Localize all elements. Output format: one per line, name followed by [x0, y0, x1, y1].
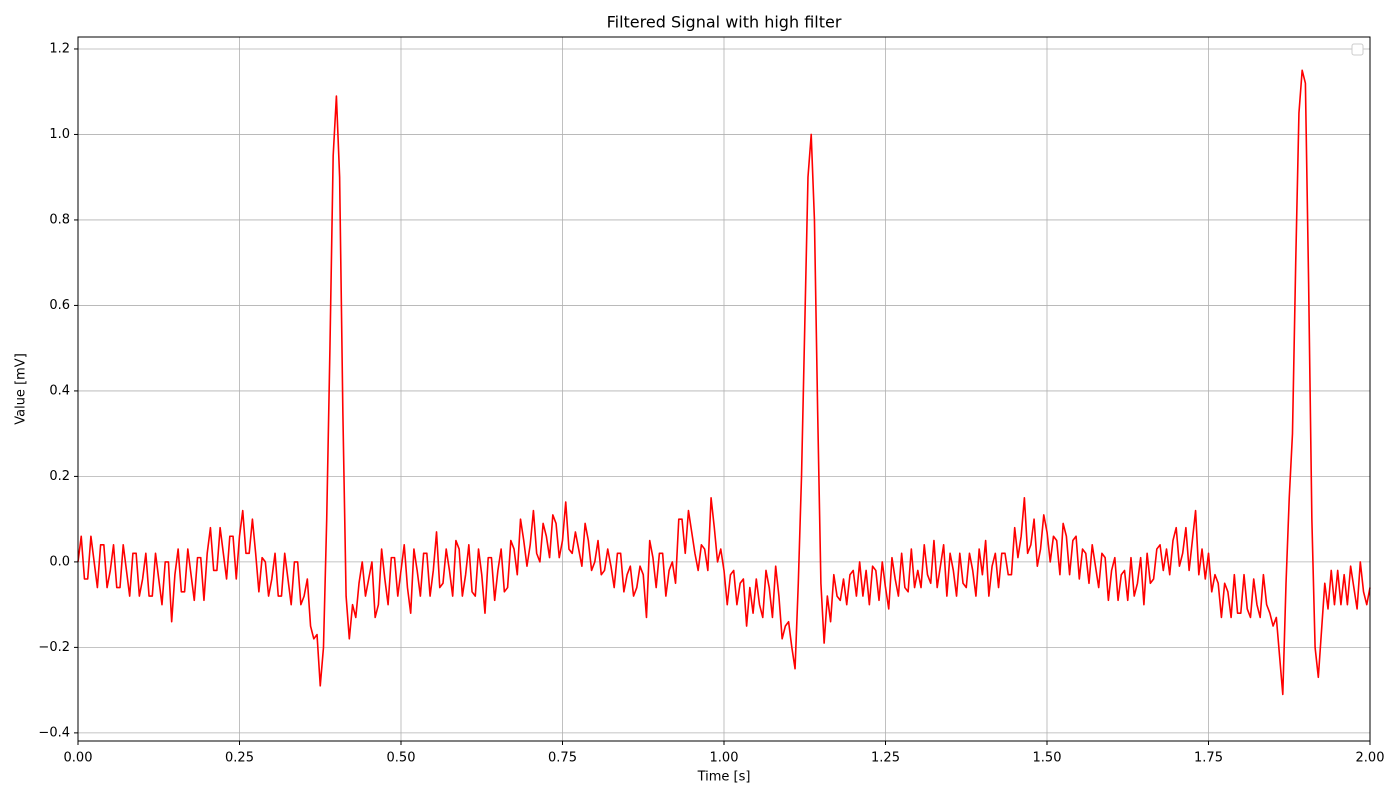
y-tick-label: −0.2: [38, 640, 70, 655]
legend-box: [1351, 43, 1364, 56]
y-tick-label: 0.2: [49, 469, 70, 484]
ticks: 0.00 0.25 0.50 0.75 1.00 1.25 1.50 1.75 2.00 −0.4…: [38, 41, 1384, 765]
y-tick-label: 0.0: [49, 554, 70, 569]
x-tick-label: 1.25: [871, 751, 900, 766]
y-tick-label: 0.8: [49, 212, 70, 227]
y-axis-label: Value [mV]: [14, 353, 29, 425]
y-tick-label: 1.2: [49, 41, 70, 56]
x-tick-label: 0.25: [225, 751, 254, 766]
chart-title: Filtered Signal with high filter: [607, 13, 842, 32]
y-tick-label: 0.6: [49, 298, 70, 313]
x-tick-label: 0.50: [387, 751, 416, 766]
line-series: [77, 69, 1371, 696]
x-tick-label: 0.75: [548, 751, 577, 766]
x-tick-label: 1.00: [710, 751, 739, 766]
x-tick-label: 0.00: [64, 751, 93, 766]
y-tick-label: 0.4: [49, 383, 70, 398]
x-axis-label: Time [s]: [697, 770, 751, 785]
y-tick-label: −0.4: [38, 725, 70, 740]
x-tick-label: 2.00: [1356, 751, 1385, 766]
y-tick-label: 1.0: [49, 127, 70, 142]
plot-area: [77, 69, 1371, 696]
grid: [77, 37, 1371, 741]
x-tick-label: 1.75: [1194, 751, 1223, 766]
x-tick-label: 1.50: [1033, 751, 1062, 766]
